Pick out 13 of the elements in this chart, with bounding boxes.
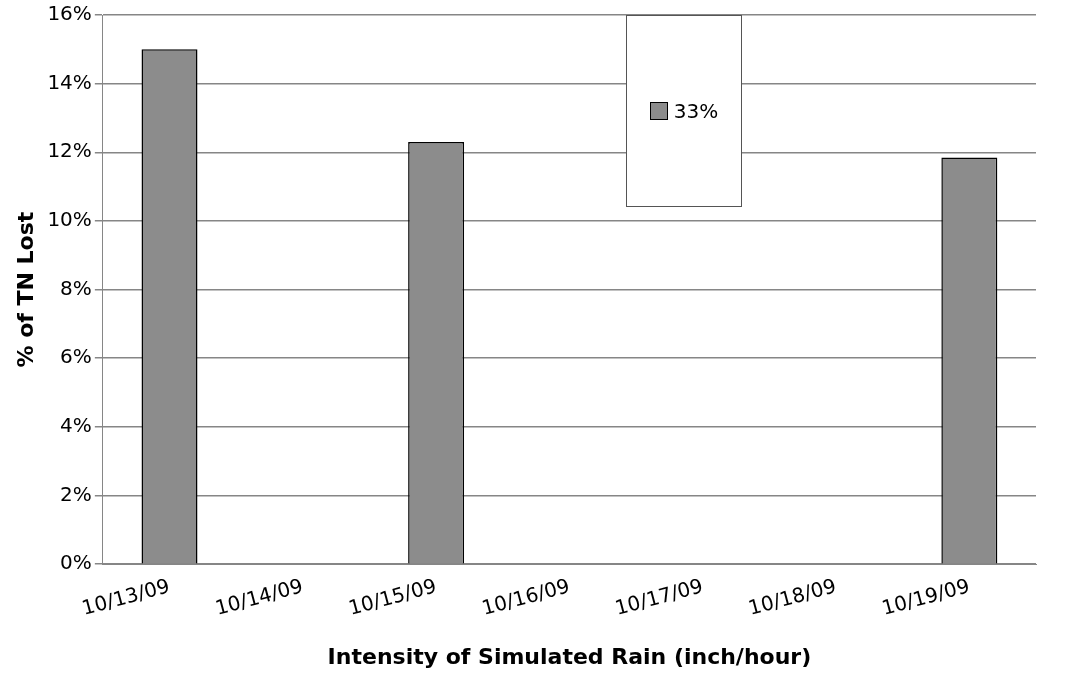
- y-tick-label: 16%: [47, 1, 92, 26]
- y-tick-label: 0%: [60, 550, 92, 575]
- y-tick-label: 10%: [47, 207, 92, 232]
- y-tick-label: 14%: [47, 69, 92, 94]
- y-tick-label: 4%: [60, 413, 92, 438]
- y-tick-label: 6%: [60, 344, 92, 369]
- callout-box: 33%: [626, 15, 743, 207]
- x-axis-title: Intensity of Simulated Rain (inch/hour): [327, 643, 812, 669]
- annotation: 33%: [673, 99, 719, 123]
- y-tick-label: 8%: [60, 275, 92, 300]
- y-tick-label: 12%: [47, 138, 92, 163]
- y-tick-label: 2%: [60, 481, 92, 506]
- y-axis-title: % of TN Lost: [12, 211, 38, 368]
